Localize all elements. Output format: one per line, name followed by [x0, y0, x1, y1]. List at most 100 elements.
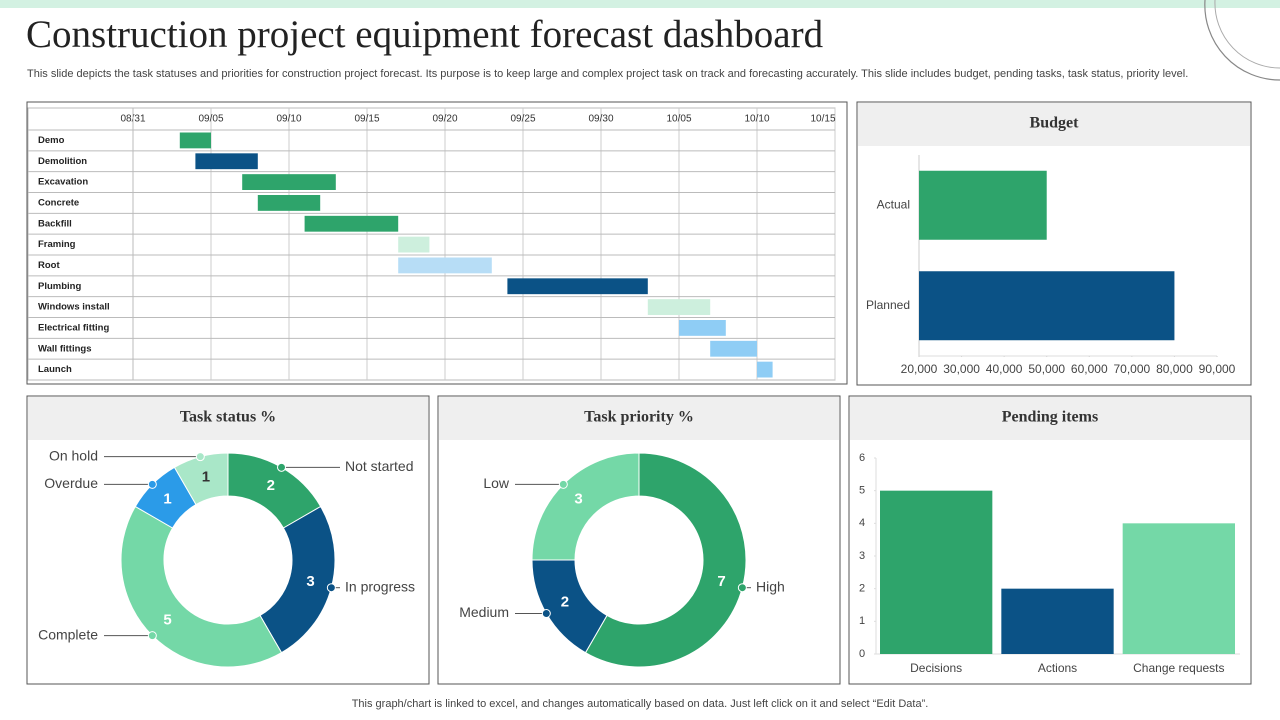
panel [26, 101, 848, 385]
leader-dot [558, 479, 568, 489]
decor-arc [1204, 0, 1280, 81]
gantt-bar [679, 320, 726, 336]
bar [919, 170, 1047, 240]
x-tick-label: 10/10 [744, 114, 769, 125]
x-tick-label: 90,000 [1199, 362, 1236, 376]
task-label: Concrete [38, 197, 79, 208]
x-tick-label: 20,000 [901, 362, 938, 376]
value-label: 2 [561, 594, 569, 611]
x-tick-label: 09/20 [432, 114, 457, 125]
gantt-bar [242, 174, 336, 190]
gantt-bar [710, 340, 757, 357]
leader-dot [277, 462, 286, 472]
x-tick-label: 40,000 [986, 362, 1023, 376]
panel-header [858, 103, 1250, 146]
task-label: Backfill [38, 218, 72, 229]
x-tick-label: Decisions [910, 661, 962, 675]
task-label: Plumbing [38, 281, 81, 292]
panel-title: Task priority % [584, 409, 694, 426]
y-tick-label: 4 [859, 517, 865, 529]
leader-dot [147, 631, 157, 641]
gantt-bar [179, 132, 211, 149]
x-tick-label: 30,000 [943, 362, 980, 376]
x-tick-label: 09/25 [510, 114, 535, 125]
panel-header [850, 397, 1250, 440]
category-label: In progress [345, 578, 415, 594]
bar [1122, 523, 1235, 654]
gantt-bar [647, 299, 711, 315]
task-label: Root [38, 260, 60, 271]
y-tick-label: 5 [859, 485, 865, 497]
leader-dot [326, 583, 336, 593]
task-label: Framing [38, 239, 76, 250]
value-label: 3 [306, 573, 314, 590]
panel-title: Pending items [1002, 409, 1098, 426]
gantt-bar [757, 361, 773, 378]
donut-slice [584, 452, 747, 668]
panel-title: Task status % [180, 409, 276, 426]
bar [880, 490, 993, 654]
category-label: On hold [49, 447, 98, 463]
task-label: Windows install [38, 302, 110, 313]
category-label: Medium [459, 604, 509, 620]
y-tick-label: 2 [859, 583, 865, 595]
top-band [0, 0, 1280, 8]
task-label: Electrical fitting [38, 322, 109, 333]
task-label: Excavation [38, 177, 88, 188]
y-tick-label: 0 [859, 648, 865, 660]
task-label: Wall fittings [38, 343, 91, 354]
category-label: Not started [345, 458, 413, 474]
gantt-bar [507, 278, 648, 295]
gantt-bar [398, 257, 492, 274]
task-label: Demolition [38, 156, 87, 167]
page-description: This slide depicts the task statuses and… [27, 68, 1189, 80]
x-tick-label: 09/05 [198, 114, 223, 125]
gantt-bar [195, 153, 258, 170]
y-tick-label: 1 [859, 615, 865, 627]
category-label: Complete [38, 626, 98, 642]
x-tick-label: 60,000 [1071, 362, 1108, 376]
task-label: Demo [38, 135, 65, 146]
gantt-bar [398, 236, 430, 253]
category-label: Low [483, 475, 510, 491]
x-tick-label: 10/15 [810, 114, 835, 125]
value-label: 3 [574, 491, 582, 508]
donut-slice [173, 452, 229, 506]
y-tick-label: 6 [859, 452, 865, 464]
panel-header [439, 397, 839, 440]
x-tick-label: 09/30 [588, 114, 613, 125]
value-label: 2 [267, 477, 275, 494]
x-tick-label: 50,000 [1028, 362, 1065, 376]
bar [919, 271, 1175, 341]
x-tick-label: 70,000 [1114, 362, 1151, 376]
value-label: 7 [717, 573, 725, 590]
value-label: 1 [202, 468, 210, 485]
leader-dot [541, 609, 551, 618]
leader-dot [737, 583, 747, 593]
bar [1001, 588, 1114, 654]
page-title: Construction project equipment forecast … [26, 13, 824, 56]
decor-arc [1214, 0, 1280, 69]
category-label: High [756, 578, 785, 594]
panel-header [28, 397, 428, 440]
value-label: 5 [163, 611, 171, 628]
leader-dot [195, 452, 205, 462]
donut-slice [120, 505, 283, 668]
gantt-bar [257, 195, 321, 211]
y-tick-label: 3 [859, 550, 865, 562]
category-label: Overdue [44, 475, 98, 491]
x-tick-label: 09/15 [354, 114, 379, 125]
x-tick-label: 80,000 [1156, 362, 1193, 376]
value-label: 1 [163, 491, 171, 508]
leader-dot [147, 479, 157, 489]
y-tick-label: Planned [866, 298, 910, 312]
footer-note: This graph/chart is linked to excel, and… [351, 698, 929, 710]
panel-title: Budget [1030, 115, 1080, 132]
task-label: Launch [38, 364, 72, 375]
x-tick-label: 09/10 [276, 114, 301, 125]
x-tick-label: 10/05 [666, 114, 691, 125]
x-tick-label: Change requests [1133, 661, 1224, 675]
gantt-bar [304, 215, 399, 232]
